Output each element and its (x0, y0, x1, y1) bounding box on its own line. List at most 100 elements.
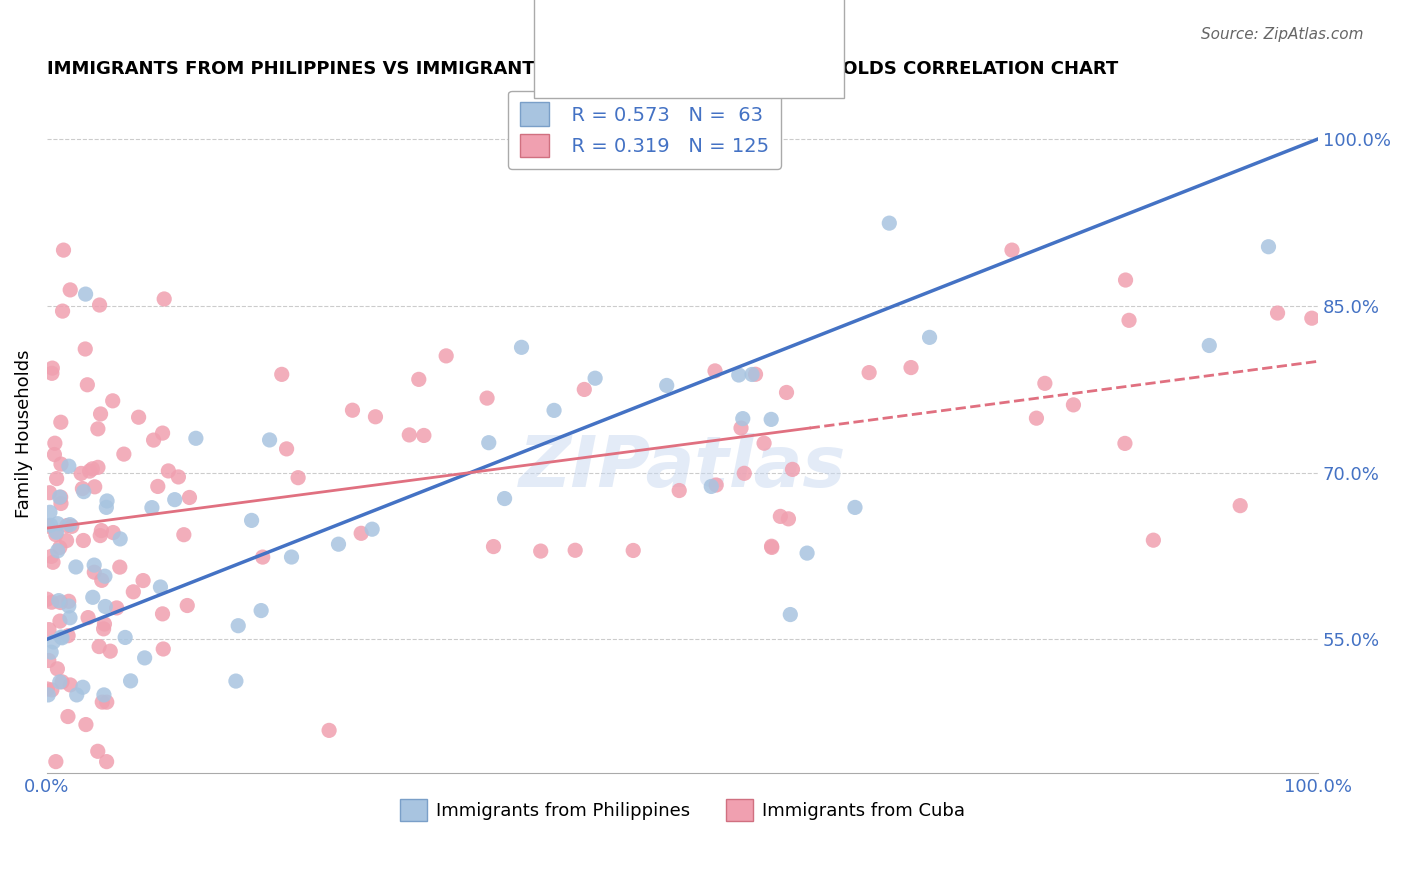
Point (56, 709, 79, 723)
Point (94, 569, 117, 583)
Point (157, 464, 180, 478)
Point (72, 482, 94, 496)
Text: Source: ZipAtlas.com: Source: ZipAtlas.com (1201, 27, 1364, 42)
Point (1033, 376, 1056, 391)
Point (1142, 533, 1164, 548)
Point (49, 630, 72, 644)
Point (543, 403, 565, 417)
Point (83, 480, 105, 494)
Point (91, 695, 114, 709)
Point (530, 544, 553, 558)
Point (434, 349, 457, 363)
Point (226, 618, 249, 632)
Point (49, 415, 72, 429)
Point (76, 377, 98, 392)
Point (1118, 313, 1140, 327)
Point (574, 383, 596, 397)
Point (482, 540, 505, 554)
Point (120, 673, 142, 688)
Point (83, 565, 105, 579)
Point (38, 653, 60, 667)
Point (37, 592, 59, 607)
Point (412, 428, 434, 442)
Point (49, 490, 72, 504)
Point (1001, 243, 1024, 257)
Point (46, 662, 69, 676)
Point (87, 460, 110, 475)
Point (280, 549, 302, 564)
Y-axis label: Family Households: Family Households (15, 350, 32, 518)
Point (152, 426, 174, 441)
Point (510, 340, 533, 354)
Point (152, 607, 174, 621)
Point (350, 526, 373, 541)
Point (60, 519, 83, 533)
Point (45, 525, 67, 540)
Point (398, 428, 420, 442)
Point (66, 688, 89, 702)
Point (105, 601, 128, 615)
Point (108, 560, 131, 574)
Point (108, 532, 131, 546)
Point (134, 651, 156, 665)
Point (918, 330, 941, 344)
Point (761, 541, 783, 555)
Point (90, 407, 112, 421)
Point (70, 467, 93, 481)
Point (89, 640, 111, 654)
Point (668, 483, 690, 498)
Point (152, 642, 174, 657)
Point (153, 292, 176, 306)
Point (72, 680, 94, 694)
Point (38, 505, 60, 519)
Point (56, 518, 79, 533)
Point (59, 611, 82, 625)
Point (700, 479, 723, 493)
Point (93, 688, 115, 702)
Point (101, 393, 124, 408)
Point (93, 622, 115, 636)
Point (744, 368, 766, 382)
Point (1062, 398, 1084, 412)
Point (82, 462, 104, 476)
Point (176, 599, 198, 613)
Point (45, 755, 67, 769)
Point (79, 464, 101, 478)
Point (59, 517, 82, 532)
Point (759, 412, 782, 426)
Point (287, 471, 309, 485)
Point (90, 574, 112, 588)
Point (75, 287, 97, 301)
Point (44, 436, 66, 450)
Point (778, 512, 800, 526)
Point (276, 442, 298, 456)
Point (65, 560, 87, 574)
Point (1257, 240, 1279, 254)
Point (167, 470, 190, 484)
Point (41, 549, 63, 564)
Point (225, 674, 247, 689)
Point (77, 610, 100, 624)
Point (114, 631, 136, 645)
Point (173, 527, 195, 541)
Point (58, 459, 80, 474)
Point (45, 472, 67, 486)
Point (146, 479, 169, 493)
Point (1301, 311, 1323, 326)
Point (122, 584, 145, 599)
Point (704, 364, 727, 378)
Point (41, 361, 63, 376)
Point (179, 491, 201, 505)
Point (259, 433, 281, 447)
Point (769, 509, 792, 524)
Point (900, 360, 922, 375)
Point (38, 623, 60, 637)
Point (58, 599, 80, 613)
Point (55, 533, 77, 548)
Point (408, 372, 430, 386)
Point (1229, 499, 1251, 513)
Point (58, 594, 80, 608)
Point (858, 366, 880, 380)
Point (51, 631, 73, 645)
Point (1025, 411, 1047, 425)
